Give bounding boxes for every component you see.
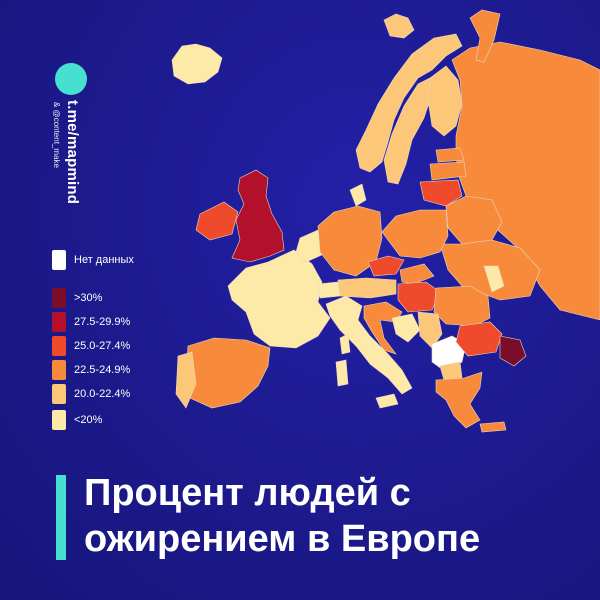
region-moldova xyxy=(483,265,505,293)
legend-swatch xyxy=(52,250,66,270)
legend-item: 25.0-27.4% xyxy=(52,336,130,356)
region-bosnia xyxy=(391,313,421,343)
region-svalbard xyxy=(383,13,415,39)
region-corsica xyxy=(339,333,351,355)
region-benelux xyxy=(295,229,325,263)
legend-label: >30% xyxy=(74,292,103,304)
page-title: Процент людей с ожирением в Европе xyxy=(84,470,584,562)
region-estonia xyxy=(435,147,465,163)
region-poland xyxy=(381,209,449,259)
region-portugal xyxy=(175,351,197,409)
region-slovenia-croatia xyxy=(363,301,403,355)
legend-item: 22.5-24.9% xyxy=(52,360,130,380)
region-serbia xyxy=(417,311,443,349)
region-austria xyxy=(337,277,397,299)
legend-label: 27.5-29.9% xyxy=(74,316,131,328)
region-switzerland xyxy=(317,281,341,299)
legend-swatch xyxy=(52,288,66,308)
legend-label: <20% xyxy=(74,414,103,426)
brand-logo-dot xyxy=(55,63,87,95)
region-slovakia xyxy=(399,263,435,285)
region-turkey-europe xyxy=(499,335,527,367)
region-norway xyxy=(355,33,463,173)
legend-item: >30% xyxy=(52,288,102,308)
title-accent-bar xyxy=(56,475,66,560)
region-greece xyxy=(435,371,483,429)
brand-subhandle: & @content_make xyxy=(52,102,61,168)
region-latvia xyxy=(429,161,467,181)
region-germany xyxy=(317,205,383,277)
legend-swatch xyxy=(52,312,66,332)
region-finland xyxy=(427,65,463,137)
brand-handle: t.me/mapmind xyxy=(64,100,81,205)
legend-item: 20.0-22.4% xyxy=(52,384,130,404)
brand-block: t.me/mapmind & @content_make xyxy=(52,100,81,205)
region-ireland xyxy=(195,201,239,241)
region-france xyxy=(227,249,331,349)
legend-label: 20.0-22.4% xyxy=(74,388,131,400)
region-spain xyxy=(185,337,271,409)
region-denmark xyxy=(349,183,367,207)
legend-item: <20% xyxy=(52,410,102,430)
region-czechia xyxy=(367,255,405,277)
region-iceland xyxy=(171,43,223,85)
region-sicily xyxy=(375,393,399,409)
legend-label: Нет данных xyxy=(74,254,134,266)
region-novaya-zemlya xyxy=(469,9,501,63)
legend-swatch xyxy=(52,360,66,380)
region-united-kingdom xyxy=(231,169,285,263)
title-line-1: Процент людей с xyxy=(84,472,411,514)
legend-swatch xyxy=(52,384,66,404)
title-line-2: ожирением в Европе xyxy=(84,518,481,560)
region-lithuania xyxy=(419,179,463,207)
legend-label: 22.5-24.9% xyxy=(74,364,131,376)
legend-swatch xyxy=(52,410,66,430)
legend-swatch xyxy=(52,336,66,356)
legend-label: 25.0-27.4% xyxy=(74,340,131,352)
region-bulgaria xyxy=(455,321,503,357)
region-belarus xyxy=(445,195,503,245)
region-hungary xyxy=(397,281,441,313)
region-crete xyxy=(479,421,507,433)
legend-item: Нет данных xyxy=(52,250,134,270)
legend-item: 27.5-29.9% xyxy=(52,312,130,332)
region-sardinia xyxy=(335,359,349,387)
